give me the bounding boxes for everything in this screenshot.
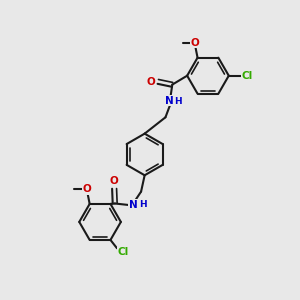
Text: Cl: Cl	[117, 247, 129, 257]
Text: O: O	[110, 176, 119, 186]
Text: N: N	[165, 96, 174, 106]
Text: H: H	[139, 200, 146, 209]
Text: H: H	[174, 97, 182, 106]
Text: O: O	[146, 76, 155, 87]
Text: O: O	[190, 38, 199, 48]
Text: Cl: Cl	[242, 71, 253, 81]
Text: O: O	[82, 184, 91, 194]
Text: N: N	[129, 200, 138, 210]
